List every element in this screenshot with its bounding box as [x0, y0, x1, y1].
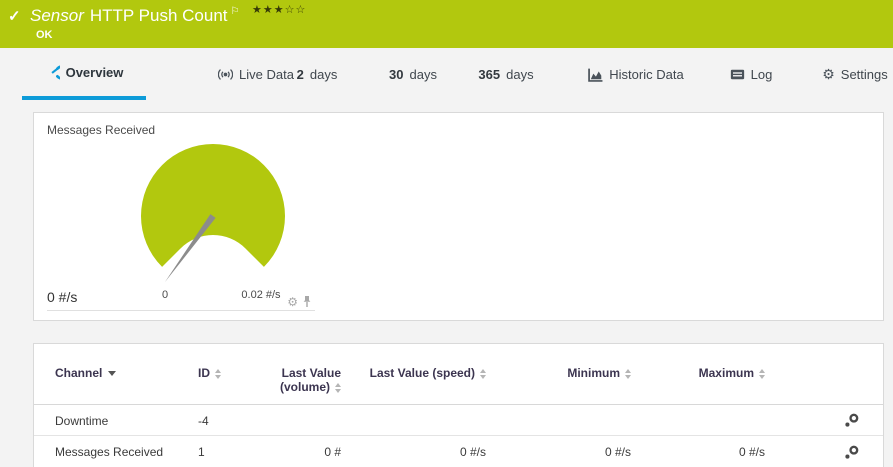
- cell-spacer: [765, 404, 823, 437]
- gauge-needle: [164, 214, 216, 283]
- column-header-last-value-speed-label: Last Value (speed): [369, 366, 475, 380]
- channels-table: Channel ID Last Value (volume) Last Valu…: [34, 354, 883, 467]
- cell-spacer: [765, 435, 823, 467]
- status-badge: OK: [36, 29, 53, 41]
- status-ok-check-icon: ✓: [8, 8, 21, 25]
- gauge-chart: [141, 143, 285, 283]
- gauge-settings-gear-icon[interactable]: ⚙: [287, 294, 298, 309]
- cell-maximum: [631, 404, 765, 437]
- column-header-actions: [823, 354, 883, 405]
- sort-desc-icon: [108, 371, 117, 377]
- gauge-cell-toolbar: ⚙: [287, 295, 313, 308]
- table-header-row: Channel ID Last Value (volume) Last Valu…: [34, 354, 883, 405]
- column-header-minimum-label: Minimum: [567, 366, 620, 380]
- gauge-current-value: 0 #/s: [47, 289, 78, 305]
- tab-historic-data-label: Historic Data: [609, 66, 684, 82]
- tab-settings-label: Settings: [840, 66, 888, 82]
- cell-channel[interactable]: Downtime: [34, 404, 177, 437]
- tab-365-days[interactable]: 365 days: [455, 48, 557, 100]
- priority-stars[interactable]: ★★★☆☆: [252, 3, 306, 16]
- cell-actions: [823, 435, 883, 467]
- cell-last-speed: 0 #/s: [341, 435, 486, 467]
- cell-minimum: 0 #/s: [486, 435, 631, 467]
- gauge-icon: [50, 64, 60, 80]
- flag-icon[interactable]: ⚐: [230, 6, 240, 17]
- sort-icon: [480, 368, 486, 379]
- overview-content: Messages Received 0 0.02 #/s 0 #/s ⚙: [0, 100, 893, 467]
- tab-log-label: Log: [750, 66, 773, 82]
- area-chart-icon: [588, 68, 603, 82]
- gauge-scale-min: 0: [161, 289, 169, 301]
- tab-30-days-label: days: [409, 66, 437, 82]
- column-header-maximum-label: Maximum: [698, 366, 754, 380]
- cell-id: 1: [177, 435, 239, 467]
- sensor-type-label: Sensor: [30, 6, 84, 25]
- tab-overview-label: Overview: [65, 64, 124, 80]
- tab-2-days[interactable]: 2 days: [277, 48, 357, 100]
- table-row-messages-received[interactable]: Messages Received 1 0 # 0 #/s 0 #/s 0 #/…: [34, 435, 883, 467]
- column-header-spacer: [765, 354, 823, 405]
- messages-received-gauge: 0 0.02 #/s: [113, 141, 313, 306]
- column-header-id-label: ID: [198, 366, 210, 380]
- column-header-last-value-speed[interactable]: Last Value (speed): [341, 354, 486, 405]
- tab-bar: Overview Live Data 2 days 30 days 365 da…: [0, 48, 893, 100]
- cell-channel[interactable]: Messages Received: [34, 435, 177, 467]
- channel-settings-icon[interactable]: [844, 413, 859, 428]
- cell-last-speed: [341, 404, 486, 437]
- cell-last-volume: [239, 404, 341, 437]
- table-row-downtime[interactable]: Downtime -4: [34, 404, 883, 437]
- column-header-channel[interactable]: Channel: [34, 354, 177, 405]
- sort-icon: [625, 368, 631, 379]
- cell-minimum: [486, 404, 631, 437]
- channels-table-panel: Channel ID Last Value (volume) Last Valu…: [33, 343, 884, 467]
- tab-live-data[interactable]: Live Data: [198, 48, 314, 100]
- sensor-title-line: Sensor HTTP Push Count ⚐: [30, 6, 239, 26]
- broadcast-icon: [218, 68, 234, 80]
- cell-last-volume: 0 #: [239, 435, 341, 467]
- column-header-id[interactable]: ID: [177, 354, 239, 405]
- gauge-title: Messages Received: [47, 123, 156, 137]
- sort-icon: [335, 382, 341, 393]
- gauge-scale-max: 0.02 #/s: [241, 289, 281, 301]
- column-header-last-value-volume[interactable]: Last Value (volume): [239, 354, 341, 405]
- column-header-channel-label: Channel: [55, 366, 103, 380]
- tab-30-days[interactable]: 30 days: [372, 48, 454, 100]
- tab-2-days-label: days: [309, 66, 338, 82]
- tab-365-days-label: days: [506, 66, 534, 82]
- column-header-minimum[interactable]: Minimum: [486, 354, 631, 405]
- cell-maximum: 0 #/s: [631, 435, 765, 467]
- tab-30-days-number: 30: [389, 66, 404, 82]
- column-header-maximum[interactable]: Maximum: [631, 354, 765, 405]
- log-icon: [730, 69, 744, 79]
- tab-365-days-number: 365: [478, 66, 501, 82]
- gear-icon: ⚙: [822, 66, 835, 82]
- tab-log[interactable]: Log: [711, 48, 791, 100]
- gauge-cell-messages-received: Messages Received 0 0.02 #/s 0 #/s ⚙: [47, 115, 315, 311]
- gauge-arc: [141, 143, 285, 267]
- tab-settings[interactable]: ⚙ Settings: [804, 48, 893, 100]
- cell-id: -4: [177, 404, 239, 437]
- tab-live-data-label: Live Data: [239, 66, 294, 82]
- cell-actions: [823, 404, 883, 437]
- tab-historic-data[interactable]: Historic Data: [575, 48, 697, 100]
- stars-empty: ☆☆: [284, 4, 307, 16]
- tab-overview[interactable]: Overview: [22, 48, 146, 100]
- pin-icon[interactable]: [301, 295, 313, 308]
- sensor-title: HTTP Push Count: [89, 6, 228, 25]
- gauge-panel: Messages Received 0 0.02 #/s 0 #/s ⚙: [33, 112, 884, 321]
- channel-settings-icon[interactable]: [844, 445, 859, 460]
- sensor-header: ✓ Sensor HTTP Push Count ⚐ ★★★☆☆ OK: [0, 0, 893, 48]
- sort-icon: [759, 368, 765, 379]
- column-header-last-value-volume-label: Last Value (volume): [279, 366, 341, 394]
- stars-filled: ★★★: [252, 4, 285, 16]
- tab-2-days-number: 2: [296, 66, 304, 82]
- sort-icon: [215, 368, 221, 379]
